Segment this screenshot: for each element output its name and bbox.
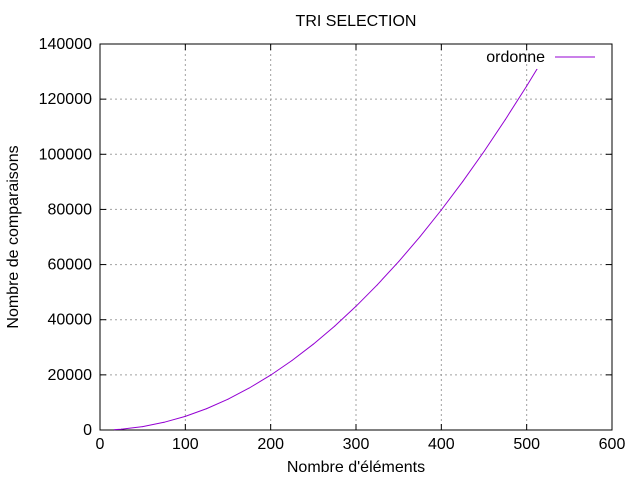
data-point (419, 236, 421, 238)
data-point (114, 429, 116, 431)
y-tick-label: 100000 (39, 146, 92, 163)
data-point (312, 343, 314, 345)
data-point (536, 68, 538, 70)
data-point (120, 428, 122, 430)
data-point (163, 421, 165, 423)
data-point (184, 415, 186, 417)
x-tick-label: 100 (172, 436, 199, 453)
data-point (504, 119, 506, 121)
y-tick-label: 140000 (39, 36, 92, 53)
data-point (355, 305, 357, 307)
data-point (270, 374, 272, 376)
grid (100, 44, 612, 430)
data-point (526, 85, 528, 87)
data-point (483, 150, 485, 152)
y-tick-label: 20000 (48, 367, 93, 384)
y-tick-label: 120000 (39, 91, 92, 108)
y-tick-label: 60000 (48, 257, 93, 274)
series-layer (114, 68, 538, 431)
x-tick-label: 400 (428, 436, 455, 453)
x-tick-label: 0 (96, 436, 105, 453)
series-line-ordonne (114, 69, 538, 431)
legend-label-ordonne: ordonne (486, 49, 545, 66)
y-axis-label: Nombre de comparaisons (5, 145, 22, 328)
data-point (376, 284, 378, 286)
legend: ordonne (486, 49, 595, 66)
y-tick-label: 80000 (48, 201, 93, 218)
x-axis-label: Nombre d'éléments (287, 459, 425, 476)
data-point (227, 398, 229, 400)
x-tick-label: 300 (343, 436, 370, 453)
data-point (142, 426, 144, 428)
data-point (334, 325, 336, 327)
x-tick-label: 500 (513, 436, 540, 453)
y-tick-label: 0 (83, 422, 92, 439)
data-point (462, 181, 464, 183)
data-point (248, 387, 250, 389)
data-point (398, 261, 400, 263)
axis-ticks: 0 100 200 300 400 500 600 0 20000 40000 60000 80000… (39, 36, 626, 453)
data-point (206, 408, 208, 410)
x-tick-label: 600 (599, 436, 626, 453)
y-tick-label: 40000 (48, 312, 93, 329)
data-point (291, 360, 293, 362)
x-tick-label: 200 (257, 436, 284, 453)
chart-title: TRI SELECTION (296, 13, 417, 30)
data-point (440, 209, 442, 211)
